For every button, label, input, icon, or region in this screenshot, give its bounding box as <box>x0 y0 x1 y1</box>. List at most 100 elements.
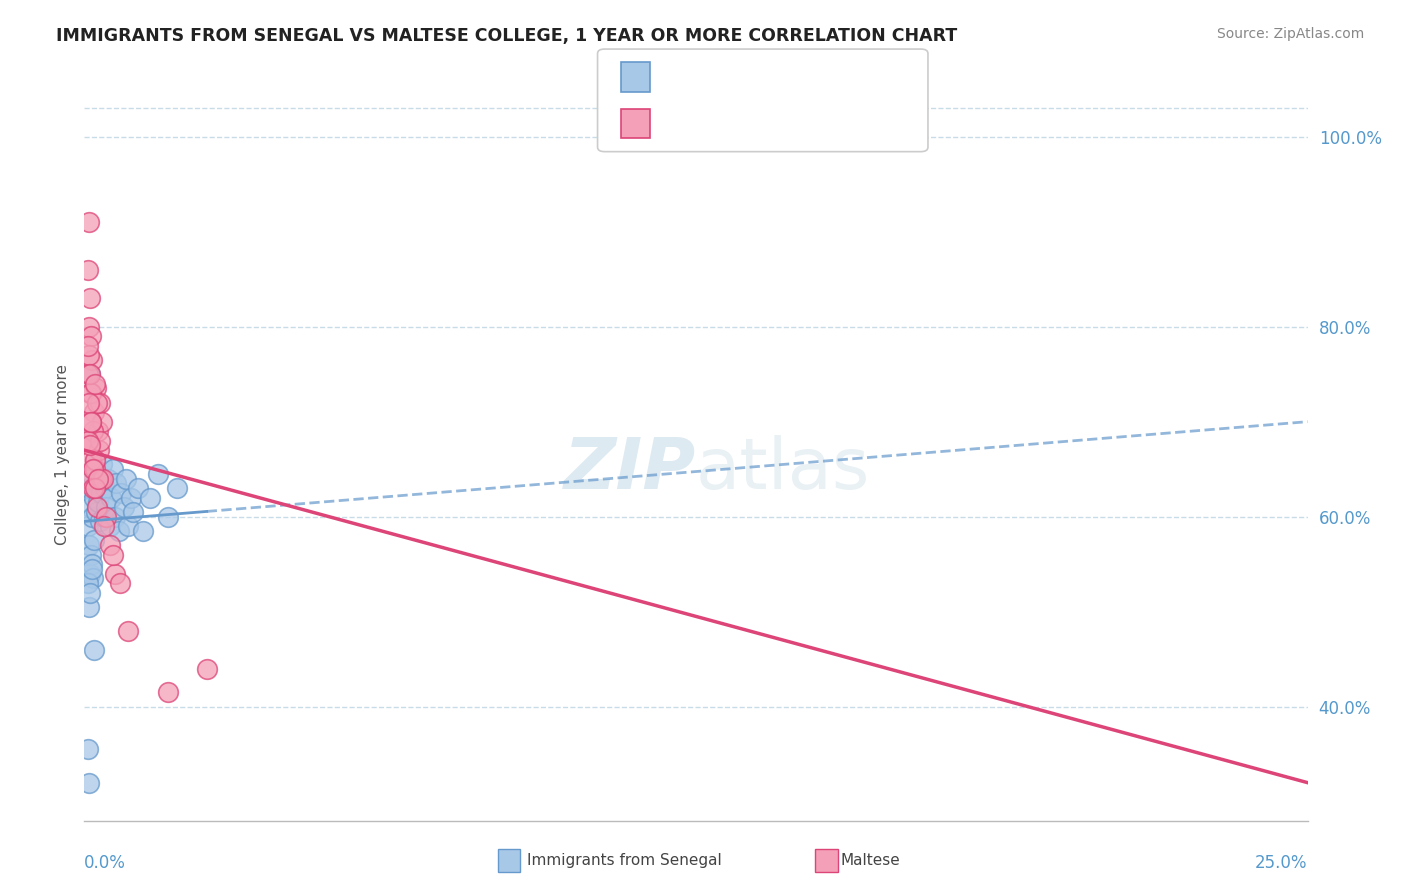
Point <box>80 415 103 429</box>
Point <box>80 386 103 401</box>
Point <box>80 329 103 343</box>
Text: atlas: atlas <box>696 435 870 504</box>
Point <box>83 491 105 505</box>
Text: 51: 51 <box>808 68 830 87</box>
Point <box>84 505 107 519</box>
Point <box>100 491 122 505</box>
Text: 0.044: 0.044 <box>706 68 754 87</box>
Point <box>77 576 100 591</box>
Point <box>79 367 101 381</box>
Text: N =: N = <box>769 68 806 87</box>
Text: IMMIGRANTS FROM SENEGAL VS MALTESE COLLEGE, 1 YEAR OR MORE CORRELATION CHART: IMMIGRANTS FROM SENEGAL VS MALTESE COLLE… <box>56 27 957 45</box>
Point <box>77 348 100 362</box>
Text: ZIP: ZIP <box>564 435 696 504</box>
Text: R =: R = <box>664 68 700 87</box>
Point <box>77 367 100 381</box>
Point <box>146 467 169 481</box>
Point <box>104 509 127 524</box>
Text: Maltese: Maltese <box>841 854 900 868</box>
Point <box>79 386 101 401</box>
Point <box>79 500 101 515</box>
Point <box>115 472 138 486</box>
Point <box>77 481 100 495</box>
Point <box>84 381 107 395</box>
Point <box>89 434 111 448</box>
Text: 0.0%: 0.0% <box>84 854 127 871</box>
Point <box>89 515 111 529</box>
Point <box>104 566 127 581</box>
Point <box>77 742 100 756</box>
Point <box>79 291 101 305</box>
Point <box>80 452 103 467</box>
Point <box>110 486 132 500</box>
Point <box>156 509 179 524</box>
Y-axis label: College, 1 year or more: College, 1 year or more <box>55 365 70 545</box>
Point <box>83 533 105 548</box>
Point <box>80 415 103 429</box>
Point <box>84 452 107 467</box>
Point <box>77 215 100 229</box>
Point <box>80 548 103 562</box>
Point <box>82 571 104 585</box>
Point <box>83 642 105 657</box>
Point <box>96 509 118 524</box>
Point <box>89 395 111 409</box>
Point <box>82 462 104 476</box>
Point <box>77 599 100 614</box>
Point <box>84 452 107 467</box>
Point <box>105 476 128 491</box>
Text: -0.438: -0.438 <box>706 114 759 133</box>
Point <box>83 405 105 419</box>
Point <box>82 481 104 495</box>
Point <box>87 443 110 458</box>
Point <box>90 486 112 500</box>
Point <box>79 585 101 599</box>
Point <box>166 481 188 495</box>
Point <box>93 509 115 524</box>
Point <box>91 415 114 429</box>
Point <box>127 481 149 495</box>
Text: Source: ZipAtlas.com: Source: ZipAtlas.com <box>1216 27 1364 41</box>
Point <box>77 434 100 448</box>
Point <box>117 624 139 638</box>
Point <box>77 434 100 448</box>
Point <box>77 395 100 409</box>
Point <box>80 467 103 481</box>
Point <box>86 395 108 409</box>
Point <box>94 481 117 495</box>
Point <box>195 662 218 676</box>
Point <box>98 519 121 533</box>
Point <box>93 519 115 533</box>
Point <box>84 481 107 495</box>
Point <box>82 509 104 524</box>
Point <box>79 438 101 452</box>
Point <box>86 476 108 491</box>
Point <box>84 376 107 391</box>
Point <box>107 524 129 538</box>
Point <box>86 500 108 515</box>
Point <box>79 367 101 381</box>
Point <box>91 458 114 472</box>
Point <box>132 524 155 538</box>
Point <box>77 262 100 277</box>
Point <box>117 519 139 533</box>
Point <box>77 519 100 533</box>
Text: 25.0%: 25.0% <box>1256 854 1308 871</box>
Point <box>90 472 112 486</box>
Point <box>77 472 100 486</box>
Point <box>77 319 100 334</box>
Point <box>101 462 124 476</box>
Text: 48: 48 <box>808 114 830 133</box>
Point <box>80 562 103 576</box>
Point <box>77 775 100 789</box>
Point <box>96 500 118 515</box>
Point <box>87 472 110 486</box>
Point <box>82 557 104 571</box>
Point <box>82 353 104 368</box>
Text: N =: N = <box>769 114 806 133</box>
Point <box>82 462 104 476</box>
Point <box>120 491 142 505</box>
Point <box>84 462 107 476</box>
Point <box>91 472 114 486</box>
Point <box>87 472 110 486</box>
